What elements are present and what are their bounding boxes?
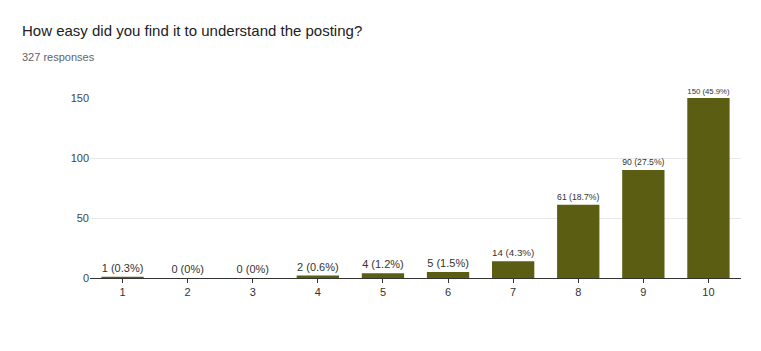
svg-text:150: 150 xyxy=(71,92,89,104)
svg-text:327 responses: 327 responses xyxy=(22,51,95,63)
svg-text:14 (4.3%): 14 (4.3%) xyxy=(492,247,534,258)
svg-text:150 (45.9%): 150 (45.9%) xyxy=(687,87,730,96)
svg-text:How easy did you find it to un: How easy did you find it to understand t… xyxy=(22,22,362,39)
svg-text:4: 4 xyxy=(315,286,321,298)
svg-text:50: 50 xyxy=(77,212,89,224)
svg-text:10: 10 xyxy=(702,286,714,298)
svg-text:8: 8 xyxy=(575,286,581,298)
svg-text:6: 6 xyxy=(445,286,451,298)
svg-text:5: 5 xyxy=(380,286,386,298)
svg-text:61 (18.7%): 61 (18.7%) xyxy=(557,192,599,202)
svg-text:4 (1.2%): 4 (1.2%) xyxy=(362,258,404,270)
svg-text:0: 0 xyxy=(83,272,89,284)
svg-text:1 (0.3%): 1 (0.3%) xyxy=(102,262,144,274)
svg-text:5 (1.5%): 5 (1.5%) xyxy=(427,257,469,269)
svg-text:100: 100 xyxy=(71,152,89,164)
svg-text:2: 2 xyxy=(185,286,191,298)
svg-text:2 (0.6%): 2 (0.6%) xyxy=(297,261,339,273)
svg-text:1: 1 xyxy=(119,286,125,298)
svg-text:9: 9 xyxy=(640,286,646,298)
svg-text:3: 3 xyxy=(250,286,256,298)
svg-text:7: 7 xyxy=(510,286,516,298)
svg-text:0 (0%): 0 (0%) xyxy=(237,263,269,275)
svg-text:0 (0%): 0 (0%) xyxy=(171,263,203,275)
svg-text:90 (27.5%): 90 (27.5%) xyxy=(622,157,664,167)
